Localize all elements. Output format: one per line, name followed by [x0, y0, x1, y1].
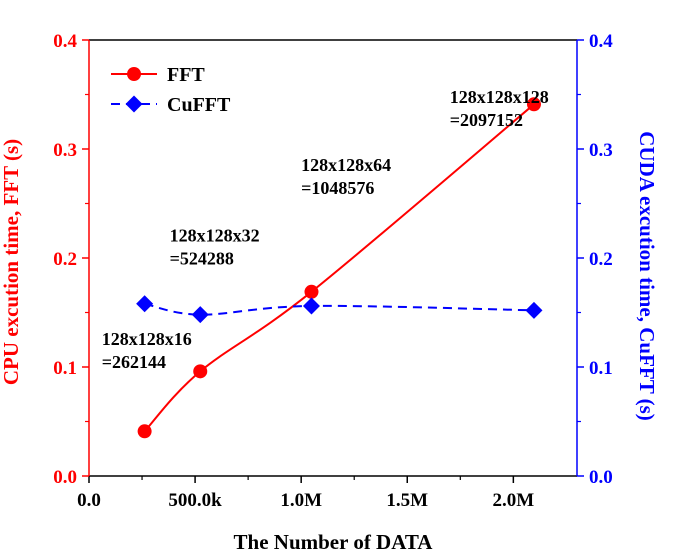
- annotation-line: 128x128x128: [450, 87, 549, 107]
- left-y-tick-label: 0.2: [53, 249, 77, 270]
- right-y-tick-label: 0.2: [589, 249, 613, 270]
- x-tick-label: 1.0M: [280, 490, 322, 511]
- legend-label-fft: FFT: [167, 64, 205, 86]
- annotation-line: =262144: [102, 352, 166, 372]
- left-y-tick-label: 0.3: [53, 140, 77, 161]
- right-y-tick-label: 0.0: [589, 467, 613, 488]
- right-y-tick-label: 0.1: [589, 358, 613, 379]
- annotation-label: 128x128x128 =2097152: [450, 87, 549, 130]
- data-point-fft: [304, 284, 319, 299]
- series-line-cufft: [144, 302, 534, 316]
- right-y-tick-label: 0.3: [589, 140, 613, 161]
- annotation-label: 128x128x16 =262144: [102, 329, 192, 372]
- data-point-cufft: [525, 301, 543, 319]
- left-y-axis-title: CPU excution time, FFT (s): [0, 139, 23, 385]
- data-point-cufft: [136, 295, 154, 313]
- series-line-fft: [143, 103, 535, 432]
- annotation-line: =2097152: [450, 110, 523, 130]
- annotation-label: 128x128x64 =1048576: [301, 155, 391, 198]
- right-y-axis-title: CUDA excution time, CuFFT (s): [635, 131, 659, 421]
- legend-marker-cufft: [125, 95, 143, 113]
- data-point-fft: [137, 424, 152, 439]
- x-tick-label: 2.0M: [493, 490, 535, 511]
- legend-label-cufft: CuFFT: [167, 94, 231, 116]
- annotation-label: 128x128x32 =524288: [170, 226, 260, 269]
- annotation-line: =1048576: [301, 178, 374, 198]
- annotation-line: =524288: [170, 249, 234, 269]
- left-y-tick-label: 0.4: [53, 31, 77, 52]
- x-axis-title: The Number of DATA: [234, 530, 434, 554]
- legend: FFT CuFFT: [111, 64, 231, 116]
- x-tick-label: 500.0k: [168, 490, 222, 511]
- x-tick-label: 0.0: [77, 490, 101, 511]
- annotation-line: 128x128x32: [170, 226, 260, 246]
- axes-layer: 0.0 500.0k 1.0M 1.5M 2.0M 0.0 0.1 0.2 0.3 0.4 0.0 0…: [53, 31, 613, 511]
- x-tick-label: 1.5M: [386, 490, 428, 511]
- annotation-line: 128x128x64: [301, 155, 391, 175]
- data-point-cufft: [302, 297, 320, 315]
- left-y-tick-label: 0.1: [53, 358, 77, 379]
- series-layer: [136, 97, 543, 439]
- legend-marker-fft: [127, 67, 141, 81]
- data-point-fft: [526, 97, 541, 112]
- data-point-fft: [193, 364, 208, 379]
- data-point-cufft: [191, 306, 209, 324]
- left-y-tick-label: 0.0: [53, 467, 77, 488]
- right-y-tick-label: 0.4: [589, 31, 613, 52]
- annotation-line: 128x128x16: [102, 329, 192, 349]
